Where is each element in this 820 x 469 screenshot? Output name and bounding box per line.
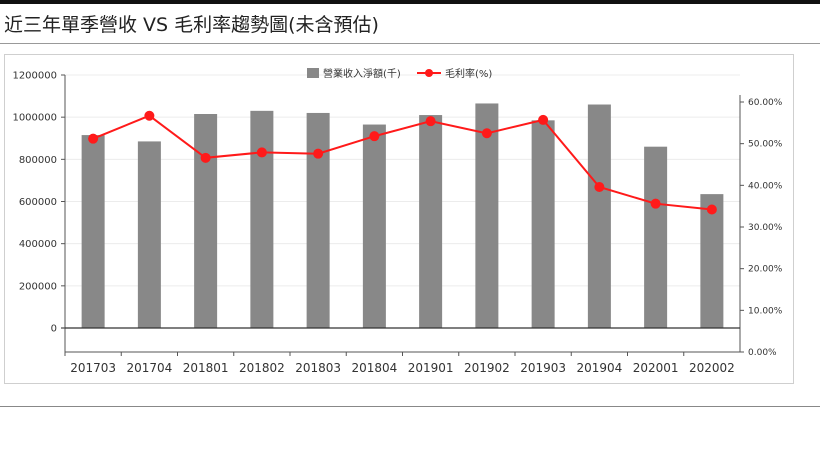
x-tick-label: 201804 bbox=[351, 361, 397, 375]
legend: 營業收入淨額(千) 毛利率(%) bbox=[307, 67, 492, 80]
x-tick-label: 201902 bbox=[464, 361, 510, 375]
x-tick-label: 201904 bbox=[576, 361, 622, 375]
margin-point bbox=[650, 198, 661, 209]
combo-chart: 020000040000060000080000010000001200000 … bbox=[12, 67, 783, 375]
revenue-bar bbox=[700, 194, 724, 328]
revenue-bar bbox=[531, 120, 555, 329]
revenue-bar bbox=[362, 124, 386, 328]
margin-point bbox=[88, 133, 99, 144]
revenue-bar bbox=[250, 110, 274, 328]
margin-point bbox=[594, 182, 605, 192]
right-tick-label: 50.00% bbox=[748, 140, 783, 150]
bottom-rule bbox=[0, 406, 820, 407]
x-tick-label: 201802 bbox=[239, 361, 285, 375]
right-tick-label: 60.00% bbox=[748, 98, 783, 108]
legend-margin-label: 毛利率(%) bbox=[445, 67, 492, 80]
revenue-bar bbox=[644, 146, 668, 328]
x-tick-label: 202001 bbox=[633, 361, 679, 375]
revenue-bar bbox=[587, 104, 611, 328]
left-tick-label: 200000 bbox=[19, 281, 57, 292]
margin-point bbox=[481, 128, 492, 139]
right-tick-label: 40.00% bbox=[748, 181, 783, 191]
left-tick-label: 400000 bbox=[19, 239, 57, 250]
legend-revenue-swatch bbox=[307, 68, 319, 78]
left-tick-label: 1000000 bbox=[12, 113, 57, 124]
x-tick-label: 202002 bbox=[689, 361, 735, 375]
margin-points bbox=[88, 110, 717, 215]
margin-line bbox=[92, 114, 713, 211]
left-tick-label: 800000 bbox=[19, 155, 57, 166]
right-tick-label: 10.00% bbox=[748, 306, 783, 316]
chart-frame: 0 200000 400000 600000 800000 1000000 1200000 … bbox=[4, 54, 794, 384]
margin-point bbox=[706, 204, 717, 215]
right-axis-ticks: 0.00% 10.00% 20.00% 30.00% 40.00% 50.00% 60.00… bbox=[740, 98, 783, 358]
left-tick-label: 1200000 bbox=[12, 71, 57, 82]
legend-margin-marker bbox=[425, 69, 433, 77]
title-rule bbox=[0, 43, 820, 44]
x-axis-ticks: 201703 201704 201801 201802 201803 201804 2019… bbox=[64, 352, 735, 375]
revenue-bar bbox=[137, 141, 161, 328]
margin-point bbox=[200, 152, 211, 163]
revenue-bars bbox=[81, 103, 724, 329]
top-rule bbox=[0, 0, 820, 4]
margin-point bbox=[144, 110, 155, 121]
revenue-bar bbox=[81, 135, 105, 328]
margin-point bbox=[425, 116, 436, 127]
revenue-bar bbox=[194, 114, 218, 328]
x-tick-label: 201903 bbox=[520, 361, 566, 375]
x-tick-label: 201704 bbox=[126, 361, 172, 375]
left-axis-ticks: 0 200000 400000 600000 800000 1000000 1200000 bbox=[12, 71, 65, 335]
margin-series-line bbox=[92, 114, 713, 211]
x-tick-label: 201901 bbox=[408, 361, 454, 375]
x-tick-label: 201801 bbox=[183, 361, 229, 375]
right-tick-label: 20.00% bbox=[748, 265, 783, 275]
revenue-bar bbox=[306, 112, 330, 328]
page-title: 近三年單季營收 VS 毛利率趨勢圖(未含預估) bbox=[4, 14, 379, 36]
left-tick-label: 600000 bbox=[19, 197, 57, 208]
grid-lines bbox=[65, 74, 740, 287]
x-tick-label: 201703 bbox=[70, 361, 116, 375]
margin-point bbox=[369, 131, 380, 142]
margin-point bbox=[313, 148, 324, 159]
x-tick-label: 201803 bbox=[295, 361, 341, 375]
margin-point bbox=[538, 114, 549, 125]
right-tick-label: 0.00% bbox=[748, 348, 777, 358]
axes bbox=[61, 75, 741, 353]
right-tick-label: 30.00% bbox=[748, 223, 783, 233]
revenue-bar bbox=[419, 115, 443, 328]
revenue-bar bbox=[475, 103, 499, 329]
margin-point bbox=[256, 147, 267, 158]
legend-revenue-label: 營業收入淨額(千) bbox=[323, 67, 401, 80]
left-tick-label: 0 bbox=[51, 324, 57, 335]
